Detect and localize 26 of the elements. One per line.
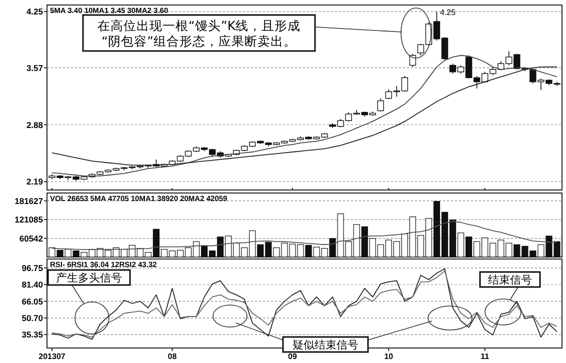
candlestick (377, 98, 384, 112)
y-tick-label: 4.25 (26, 6, 44, 17)
x-tick-label: 201307 (38, 352, 66, 361)
y-tick-label: 2.88 (26, 120, 44, 130)
x-tick-label: 08 (168, 352, 178, 361)
y-tick-label: 66.05 (22, 296, 44, 306)
y-tick-label: 81.40 (22, 280, 44, 290)
line-series (52, 66, 558, 166)
y-tick-label: 50.70 (22, 312, 44, 323)
y-tick-label: 35.35 (22, 330, 44, 340)
annotation: 结束信号 (488, 273, 532, 286)
y-tick-label: 121085 (14, 214, 44, 225)
y-tick-label: 3.57 (26, 62, 44, 73)
x-tick-label: 11 (480, 352, 490, 361)
x-tick-label: 09 (288, 352, 298, 361)
line-series (52, 54, 558, 176)
annotation: 产生多头信号 (56, 271, 122, 284)
line-series (52, 220, 558, 250)
annotation: 疑似结束信号 (292, 338, 358, 352)
annotation: 在高位出现一根“馒头”K线，且形成“阴包容”组合形态，应果断卖出。 (97, 18, 301, 48)
y-tick-label: 60542 (19, 233, 44, 244)
x-tick-label: 10 (384, 352, 394, 361)
y-tick-label: 2.19 (26, 176, 44, 187)
y-tick-label: 96.75 (22, 262, 44, 273)
y-tick-label: 181627 (14, 196, 44, 206)
annotation: 4.25 (440, 8, 456, 17)
